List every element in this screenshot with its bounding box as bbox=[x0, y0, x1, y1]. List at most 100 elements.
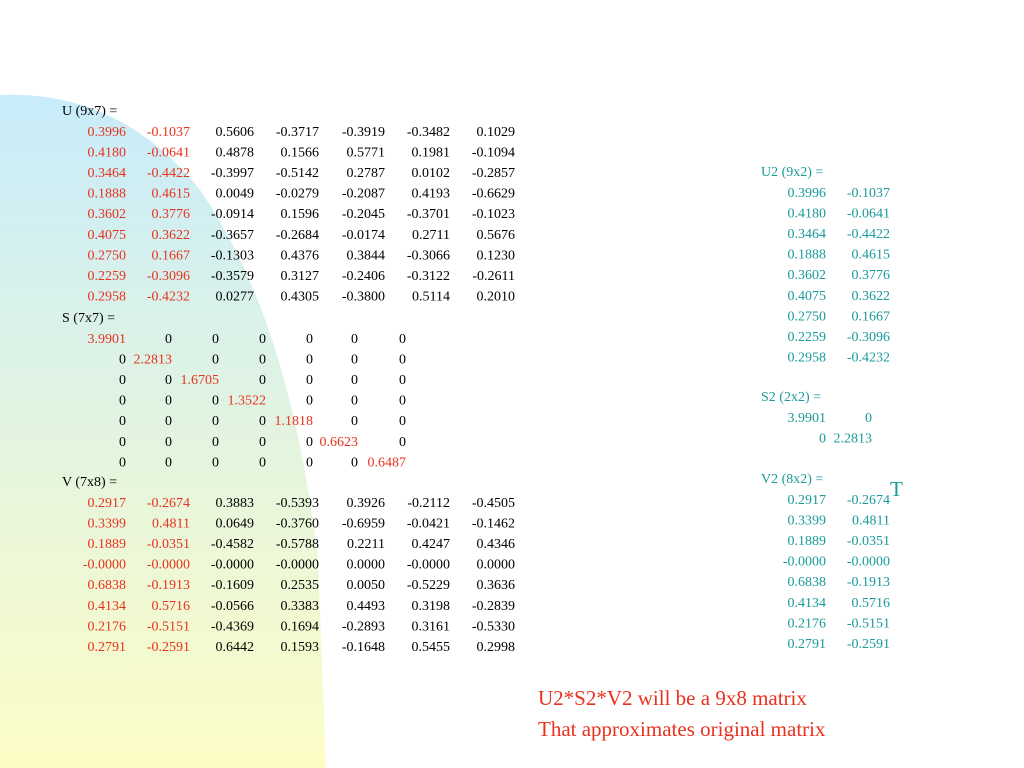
matrix-cell: 0.2176 bbox=[88, 619, 127, 634]
matrix-cell: 0.0102 bbox=[412, 166, 451, 181]
matrix-cell: 0.1694 bbox=[281, 619, 320, 634]
matrix-cell: 0.2917 bbox=[788, 493, 827, 508]
matrix-cell: 0.6838 bbox=[788, 575, 827, 590]
matrix-cell: -0.2406 bbox=[342, 269, 385, 284]
matrix-cell: 3.9901 bbox=[788, 411, 827, 426]
matrix-cell: -0.5393 bbox=[276, 496, 319, 511]
matrix-cell: 0.4878 bbox=[216, 145, 255, 160]
matrix-cell: -0.0566 bbox=[211, 599, 254, 614]
matrix-cell: 0 bbox=[119, 414, 126, 429]
matrix-cell: 0 bbox=[399, 414, 406, 429]
matrix-cell: 0.3464 bbox=[88, 166, 127, 181]
matrix-cell: -0.4232 bbox=[847, 351, 890, 366]
matrix-cell: 0 bbox=[119, 455, 126, 470]
matrix-cell: -0.3579 bbox=[211, 269, 254, 284]
matrix-cell: -0.5151 bbox=[847, 616, 890, 631]
matrix-cell: 0.1230 bbox=[477, 248, 516, 263]
matrix-cell: -0.3919 bbox=[342, 125, 385, 140]
matrix-cell: 0 bbox=[259, 455, 266, 470]
matrix-cell: -0.3997 bbox=[211, 166, 254, 181]
matrix-cell: 0.3399 bbox=[788, 513, 827, 528]
matrix-cell: 0 bbox=[399, 394, 406, 409]
matrix-cell: -0.0914 bbox=[211, 207, 254, 222]
matrix-cell: 0.3926 bbox=[347, 496, 386, 511]
matrix-cell: 0 bbox=[399, 435, 406, 450]
matrix-cell: 0.4615 bbox=[152, 187, 191, 202]
matrix-cell: 0.0000 bbox=[347, 558, 386, 573]
matrix-cell: 0.0050 bbox=[347, 578, 386, 593]
matrix-cell: 0 bbox=[306, 455, 313, 470]
matrix-cell: -0.0641 bbox=[847, 206, 890, 221]
matrix-cell: 0.5114 bbox=[412, 290, 450, 305]
matrix-label: V (7x8) = bbox=[62, 475, 117, 490]
matrix-cell: -0.4422 bbox=[847, 227, 890, 242]
matrix-cell: 0.3776 bbox=[152, 207, 191, 222]
matrix-cell: 0 bbox=[119, 435, 126, 450]
matrix-cell: 0 bbox=[212, 455, 219, 470]
matrix-cell: 0.0649 bbox=[216, 516, 255, 531]
matrix-cell: 0.3996 bbox=[788, 186, 827, 201]
matrix-cell: 0.4134 bbox=[788, 596, 827, 611]
matrix-cell: -0.1609 bbox=[211, 578, 254, 593]
matrix-cell: -0.6629 bbox=[472, 187, 515, 202]
matrix-cell: 0.0277 bbox=[216, 290, 255, 305]
matrix-cell: 0.3399 bbox=[88, 516, 127, 531]
matrix-cell: -0.4505 bbox=[472, 496, 515, 511]
matrix-cell: 0.4180 bbox=[88, 145, 127, 160]
background-shape bbox=[0, 94, 326, 768]
matrix-cell: 0 bbox=[119, 352, 126, 367]
matrix-cell: 0 bbox=[212, 414, 219, 429]
matrix-cell: 0 bbox=[351, 455, 358, 470]
matrix-label: U2 (9x2) = bbox=[761, 165, 823, 180]
matrix-cell: 0.2787 bbox=[347, 166, 386, 181]
matrix-cell: 0.3996 bbox=[88, 125, 127, 140]
matrix-cell: 0.3602 bbox=[88, 207, 127, 222]
matrix-cell: -0.4422 bbox=[147, 166, 190, 181]
matrix-cell: -0.3657 bbox=[211, 228, 254, 243]
matrix-cell: 0 bbox=[351, 332, 358, 347]
matrix-cell: -0.3482 bbox=[407, 125, 450, 140]
matrix-cell: 0.6838 bbox=[88, 578, 127, 593]
matrix-cell: -0.4232 bbox=[147, 290, 190, 305]
matrix-cell: 0.3464 bbox=[788, 227, 827, 242]
matrix-cell: -0.3066 bbox=[407, 248, 450, 263]
matrix-cell: 0.3883 bbox=[216, 496, 255, 511]
matrix-cell: 0.4193 bbox=[412, 187, 451, 202]
matrix-cell: -0.1023 bbox=[472, 207, 515, 222]
matrix-label: S2 (2x2) = bbox=[761, 390, 821, 405]
matrix-cell: -0.0174 bbox=[342, 228, 385, 243]
matrix-cell: 0.4615 bbox=[852, 248, 891, 263]
matrix-cell: 0 bbox=[212, 332, 219, 347]
matrix-cell: 0.2535 bbox=[281, 578, 320, 593]
matrix-cell: 0 bbox=[351, 394, 358, 409]
matrix-cell: 0 bbox=[819, 431, 826, 446]
matrix-cell: -0.4582 bbox=[211, 537, 254, 552]
matrix-cell: 0 bbox=[306, 394, 313, 409]
matrix-cell: 0.4811 bbox=[152, 516, 190, 531]
matrix-cell: -0.2893 bbox=[342, 619, 385, 634]
matrix-cell: -0.0000 bbox=[147, 558, 190, 573]
matrix-cell: 0.1596 bbox=[281, 207, 320, 222]
matrix-cell: 0.5716 bbox=[152, 599, 191, 614]
matrix-cell: 0 bbox=[259, 414, 266, 429]
matrix-cell: 0 bbox=[212, 394, 219, 409]
matrix-label: S (7x7) = bbox=[62, 311, 115, 326]
matrix-cell: 0.2750 bbox=[788, 309, 827, 324]
matrix-cell: 0 bbox=[306, 352, 313, 367]
matrix-cell: -0.0351 bbox=[847, 534, 890, 549]
matrix-cell: 0.0049 bbox=[216, 187, 255, 202]
matrix-cell: -0.0000 bbox=[847, 555, 890, 570]
matrix-cell: 2.2813 bbox=[134, 352, 173, 367]
matrix-cell: -0.3096 bbox=[147, 269, 190, 284]
matrix-cell: 0 bbox=[165, 332, 172, 347]
matrix-cell: -0.5229 bbox=[407, 578, 450, 593]
matrix-cell: -0.2087 bbox=[342, 187, 385, 202]
matrix-cell: -0.0000 bbox=[276, 558, 319, 573]
matrix-cell: 0 bbox=[165, 394, 172, 409]
matrix-cell: 0.2791 bbox=[88, 640, 127, 655]
matrix-cell: -0.0641 bbox=[147, 145, 190, 160]
matrix-cell: 0 bbox=[259, 373, 266, 388]
matrix-cell: 0.6487 bbox=[368, 455, 407, 470]
matrix-cell: -0.5788 bbox=[276, 537, 319, 552]
matrix-cell: 0.4376 bbox=[281, 248, 320, 263]
